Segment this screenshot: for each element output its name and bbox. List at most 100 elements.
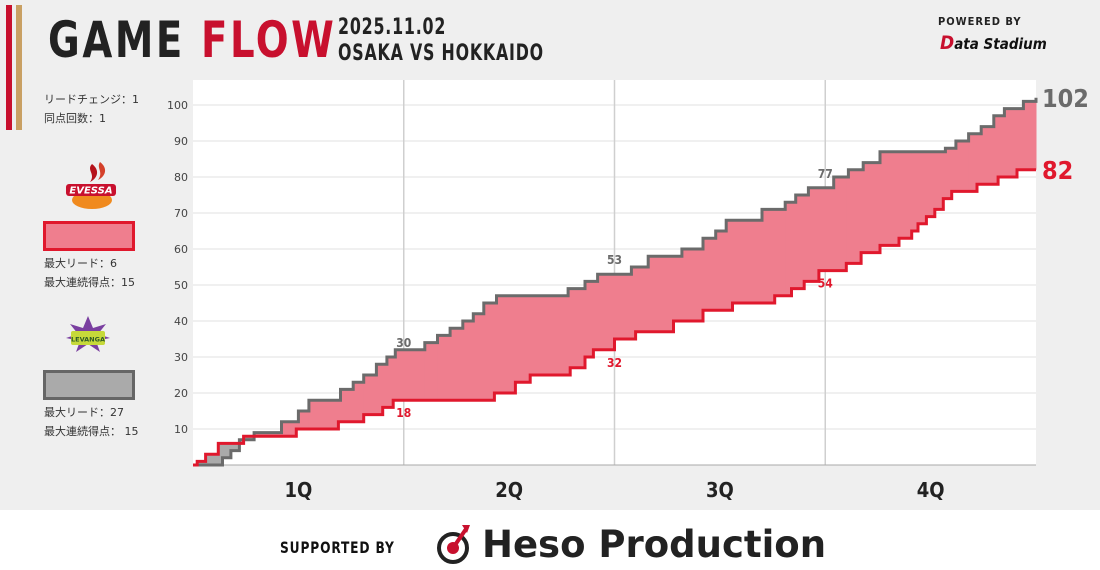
osaka-quarter-score: 30 [396, 336, 411, 350]
lead-area-osaka [393, 357, 396, 401]
lead-area-osaka [281, 421, 297, 437]
lead-area-osaka [648, 256, 675, 332]
lead-area-osaka [376, 364, 384, 415]
lead-area-osaka [254, 432, 283, 437]
lead-area-osaka [473, 313, 485, 401]
page-title: GAME FLOW [48, 14, 336, 66]
lead-area-osaka [1004, 108, 1018, 177]
data-stadium-initial: D [940, 32, 955, 54]
lead-area-osaka [382, 364, 388, 408]
lead-area-osaka [631, 267, 637, 339]
lead-area-osaka [703, 238, 717, 311]
lead-area-osaka [597, 274, 615, 350]
osaka-stats: 最大リード：6 最大連続得点：15 [44, 254, 135, 292]
matchup-label: OSAKA VS HOKKAIDO [338, 41, 544, 66]
lead-area-osaka [818, 187, 835, 271]
lead-area-osaka [951, 148, 957, 192]
lead-area-osaka [483, 303, 495, 401]
lead-area-osaka [955, 141, 970, 192]
hokkaido-max-run: 最大連続得点： 15 [44, 425, 139, 438]
lead-area-osaka [785, 202, 793, 296]
hokkaido-quarter-score: 32 [607, 356, 622, 370]
match-info: 2025.11.02 OSAKA VS HOKKAIDO [338, 15, 544, 67]
lead-area-hokkaido [222, 443, 232, 458]
hokkaido-stats: 最大リード：27 最大連続得点： 15 [44, 403, 139, 441]
lead-area-osaka [395, 349, 426, 401]
lead-area-osaka [386, 357, 394, 408]
lead-area-osaka [848, 169, 862, 264]
y-tick-label: 80 [174, 171, 188, 184]
hokkaido-legend-swatch [43, 370, 135, 400]
accent-bars [6, 5, 26, 130]
lead-area-osaka [774, 209, 786, 296]
hokkaido-score-line [193, 168, 1036, 467]
lead-area-osaka [673, 256, 683, 321]
lead-area-osaka [917, 151, 927, 224]
lead-area-osaka [998, 115, 1005, 177]
lead-area-osaka [593, 281, 599, 350]
title-word-2: FLOW [200, 11, 337, 69]
lead-area-osaka [808, 187, 820, 282]
lead-area-osaka [353, 382, 365, 422]
lead-area-osaka [298, 411, 310, 429]
data-stadium-logo: Data Stadium [940, 32, 1047, 54]
osaka-team-logo: EVESSA [66, 162, 116, 209]
lead-area-osaka [926, 151, 936, 217]
lead-area-hokkaido [243, 436, 255, 440]
lead-area-osaka [450, 328, 464, 401]
lead-area-osaka [715, 231, 727, 311]
match-date: 2025.11.02 [338, 15, 447, 40]
lead-area-osaka [795, 195, 805, 289]
lead-area-osaka [976, 133, 982, 185]
game-flow-chart: 10 20 30 40 50 60 70 80 90 100 1Q 2Q 3Q 4Q 30 53 77 102 18… [167, 80, 1089, 502]
lead-area-hokkaido [205, 454, 215, 465]
lead-area-osaka [981, 126, 995, 185]
footer [0, 510, 1100, 570]
y-tick-label: 50 [174, 279, 188, 292]
lead-area-osaka [437, 335, 451, 401]
lead-area-hokkaido [197, 461, 207, 465]
osaka-legend-swatch [43, 221, 135, 251]
lead-changes: リードチェンジ：1 [44, 93, 139, 106]
lead-area-hokkaido [214, 454, 219, 465]
lead-area-osaka [494, 303, 497, 393]
quarter-label-1Q: 1Q [284, 478, 312, 502]
title-word-1: GAME [48, 11, 185, 69]
lead-area-osaka [1023, 101, 1037, 170]
hokkaido-max-lead: 最大リード：27 [44, 406, 124, 419]
lead-area-osaka [968, 133, 978, 192]
game-summary: リードチェンジ：1 同点回数：1 [44, 90, 139, 128]
y-tick-label: 100 [167, 99, 188, 112]
y-tick-label: 30 [174, 351, 188, 364]
lead-area-osaka [762, 209, 776, 303]
y-tick-label: 60 [174, 243, 188, 256]
lead-area-osaka [681, 249, 704, 321]
sponsor-name: Heso Production [482, 522, 827, 566]
accent-bar-red [6, 5, 12, 130]
tie-count: 同点回数：1 [44, 112, 106, 125]
powered-by-label: POWERED BY [938, 15, 1022, 28]
y-tick-label: 10 [174, 423, 188, 436]
lead-area-osaka [424, 342, 438, 401]
lead-area-osaka [462, 321, 474, 401]
lead-area-osaka [308, 400, 339, 429]
y-tick-label: 90 [174, 135, 188, 148]
lead-area-osaka [584, 281, 594, 357]
lead-area-hokkaido [218, 443, 224, 465]
lead-area-osaka [791, 202, 797, 289]
target-icon [437, 525, 470, 564]
lead-area-osaka [943, 151, 946, 199]
y-tick-label: 70 [174, 207, 188, 220]
osaka-logo-text: EVESSA [69, 186, 112, 197]
hokkaido-quarter-score: 54 [818, 277, 834, 291]
supported-by-label: SUPPORTED BY [280, 538, 395, 557]
quarter-label-2Q: 2Q [495, 478, 523, 502]
lead-area-osaka [833, 177, 847, 271]
quarter-label-3Q: 3Q [706, 478, 734, 502]
hokkaido-logo-text: LEVANGA [71, 336, 105, 344]
lead-area-osaka [732, 220, 763, 303]
osaka-max-run: 最大連続得点：15 [44, 276, 135, 289]
lead-area-osaka [515, 295, 531, 383]
y-tick-label: 40 [174, 315, 188, 328]
lead-area-osaka [340, 389, 354, 422]
